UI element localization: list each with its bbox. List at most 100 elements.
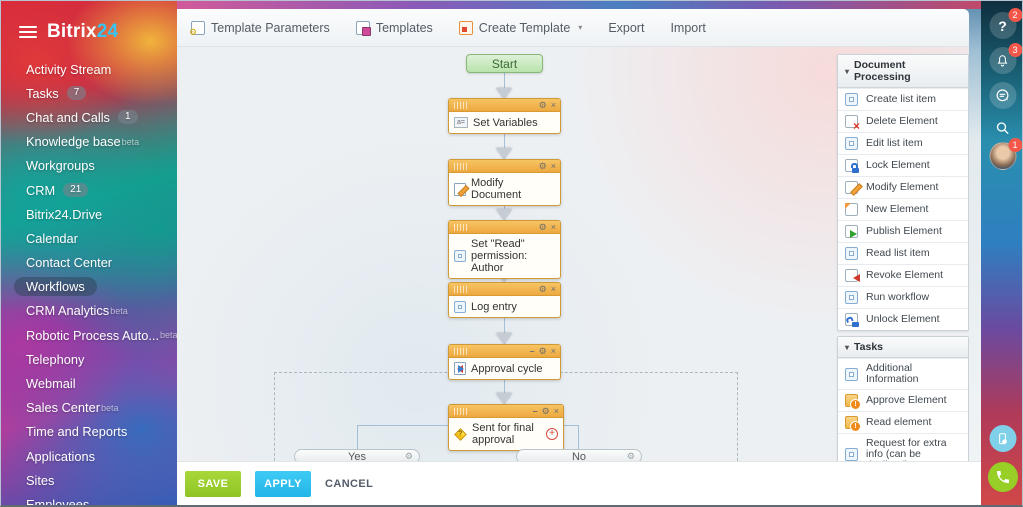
add-branch-plus-icon[interactable]: + (546, 428, 558, 440)
sidebar-item-bitrix24-drive[interactable]: Bitrix24.Drive (26, 206, 103, 222)
sidebar-item-activity-stream[interactable]: Activity Stream (26, 61, 112, 77)
sidebar-item-workflows[interactable]: Workflows (1, 275, 177, 299)
branch-settings-gear-icon[interactable]: ⚙ (626, 451, 635, 461)
messenger-button[interactable] (989, 82, 1016, 109)
telephony-button[interactable] (987, 462, 1018, 492)
export-button[interactable]: Export (608, 20, 645, 35)
arrowhead-icon (496, 393, 512, 404)
sidebar-item-time-and-reports[interactable]: Time and Reports (26, 424, 128, 440)
action-run-workflow[interactable]: Run workflow (838, 286, 968, 308)
import-button[interactable]: Import (670, 20, 706, 35)
drag-handle-icon[interactable] (454, 101, 467, 109)
chevron-down-icon: ▾ (578, 23, 583, 32)
action-edit-list-item[interactable]: Edit list item (838, 132, 968, 154)
node-modify-document[interactable]: ⚙ × Modify Document (448, 159, 561, 206)
sidebar-item-calendar[interactable]: Calendar (26, 230, 78, 246)
action-approve-element[interactable]: Approve Element (838, 389, 968, 411)
hamburger-menu-icon[interactable] (19, 26, 37, 38)
right-utility-bar: ? 2 3 1 (981, 1, 1022, 505)
action-unlock-element[interactable]: Unlock Element (838, 308, 968, 330)
create-template-dropdown[interactable]: Create Template ▾ (458, 20, 583, 35)
node-close-icon[interactable]: × (550, 99, 556, 110)
action-modify-element[interactable]: Modify Element (838, 176, 968, 198)
node-header[interactable]: ⚙ × (449, 160, 560, 173)
section-header-tasks[interactable]: ▾ Tasks (838, 337, 968, 358)
profile-button[interactable]: 1 (989, 138, 1022, 170)
node-minimize-icon[interactable]: – (529, 345, 535, 356)
templates-button[interactable]: Templates (355, 20, 433, 36)
action-new-element[interactable]: New Element (838, 198, 968, 220)
node-set-read-permission[interactable]: ⚙ × Set "Read" permission: Author (448, 220, 561, 279)
node-settings-gear-icon[interactable]: ⚙ (538, 160, 547, 171)
node-settings-gear-icon[interactable]: ⚙ (541, 405, 550, 416)
branch-no[interactable]: No ⚙ (516, 449, 642, 461)
action-revoke-element[interactable]: Revoke Element (838, 264, 968, 286)
node-sent-for-final-approval[interactable]: – ⚙ × ? Sent for final approval + (448, 404, 564, 451)
node-log-entry[interactable]: ⚙ × Log entry (448, 282, 561, 318)
node-label: Set Variables (473, 116, 538, 129)
brand-logo[interactable]: Bitrix24 (47, 21, 118, 43)
sidebar-item-employees[interactable]: Employees (26, 496, 90, 505)
sidebar-item-chat-and-calls[interactable]: Chat and Calls 1 (1, 105, 177, 129)
arrowhead-icon (496, 148, 512, 159)
node-header[interactable]: – ⚙ × (449, 405, 563, 418)
sidebar-item-crm-analytics[interactable]: CRM Analytics beta (26, 303, 128, 319)
drag-handle-icon[interactable] (454, 407, 467, 415)
save-button[interactable]: SAVE (185, 470, 241, 497)
action-read-list-item[interactable]: Read list item (838, 242, 968, 264)
node-settings-gear-icon[interactable]: ⚙ (538, 221, 547, 232)
template-parameters-button[interactable]: Template Parameters (189, 20, 330, 38)
connect-device-button[interactable] (989, 425, 1016, 452)
node-close-icon[interactable]: × (550, 160, 556, 171)
search-button[interactable] (989, 114, 1016, 141)
section-header-document-processing[interactable]: ▾ Document Processing (838, 55, 968, 88)
node-header[interactable]: ⚙ × (449, 283, 560, 296)
node-close-icon[interactable]: × (550, 283, 556, 294)
action-additional-information[interactable]: Additional Information (838, 358, 968, 389)
sidebar-item-webmail[interactable]: Webmail (26, 376, 76, 392)
action-read-element[interactable]: Read element (838, 411, 968, 433)
drag-handle-icon[interactable] (454, 285, 467, 293)
cancel-button[interactable]: CANCEL (325, 471, 373, 497)
sidebar-item-knowledge-base[interactable]: Knowledge base beta (26, 134, 140, 150)
help-button[interactable]: ? 2 (989, 8, 1022, 39)
node-header[interactable]: – ⚙ × (449, 345, 560, 358)
modify-element-icon (845, 181, 858, 194)
node-header[interactable]: ⚙ × (449, 221, 560, 234)
node-approval-cycle[interactable]: – ⚙ × Approval cycle (448, 344, 561, 380)
action-create-list-item[interactable]: Create list item (838, 88, 968, 110)
action-lock-element[interactable]: Lock Element (838, 154, 968, 176)
connector-line (357, 425, 449, 426)
drag-handle-icon[interactable] (454, 162, 467, 170)
node-close-icon[interactable]: × (553, 405, 559, 416)
workflow-canvas[interactable]: Start ⚙ × a= Set Variables (177, 47, 969, 461)
action-publish-element[interactable]: Publish Element (838, 220, 968, 242)
node-header[interactable]: ⚙ × (449, 99, 560, 112)
node-minimize-icon[interactable]: – (532, 405, 538, 416)
drag-handle-icon[interactable] (454, 347, 467, 355)
node-set-variables[interactable]: ⚙ × a= Set Variables (448, 98, 561, 134)
node-close-icon[interactable]: × (550, 221, 556, 232)
branch-yes[interactable]: Yes ⚙ (294, 449, 420, 461)
node-close-icon[interactable]: × (550, 345, 556, 356)
drag-handle-icon[interactable] (454, 223, 467, 231)
node-settings-gear-icon[interactable]: ⚙ (538, 345, 547, 356)
sidebar-item-telephony[interactable]: Telephony (26, 351, 85, 367)
apply-button[interactable]: APPLY (255, 470, 311, 497)
start-node[interactable]: Start (466, 54, 543, 73)
sidebar-item-sites[interactable]: Sites (26, 472, 55, 488)
sidebar-item-workgroups[interactable]: Workgroups (26, 158, 95, 174)
sidebar-item-sales-center[interactable]: Sales Center beta (26, 400, 119, 416)
sidebar-item-tasks[interactable]: Tasks 7 (1, 81, 177, 105)
sidebar-item-contact-center[interactable]: Contact Center (26, 255, 113, 271)
notifications-button[interactable]: 3 (989, 43, 1022, 74)
node-settings-gear-icon[interactable]: ⚙ (538, 99, 547, 110)
sidebar-item-applications[interactable]: Applications (26, 448, 96, 464)
permission-icon (454, 250, 466, 262)
action-request-extra-info[interactable]: Request for extra info (can be declined) (838, 433, 968, 461)
node-settings-gear-icon[interactable]: ⚙ (538, 283, 547, 294)
action-delete-element[interactable]: Delete Element (838, 110, 968, 132)
sidebar-item-crm[interactable]: CRM 21 (1, 178, 177, 202)
sidebar-item-robotic-process-automation[interactable]: Robotic Process Auto... beta (26, 327, 177, 343)
branch-settings-gear-icon[interactable]: ⚙ (404, 451, 413, 461)
